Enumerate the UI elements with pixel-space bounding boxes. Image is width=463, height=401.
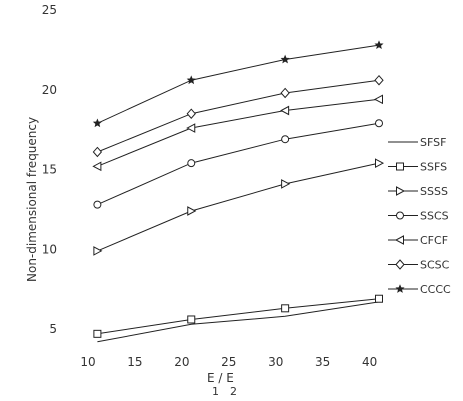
data-point-ssss-3 [375,158,385,168]
data-point-scsc-3 [374,74,384,86]
series-line-scsc [97,79,380,153]
data-point-cccc-0 [92,118,102,128]
data-point-scsc-2 [280,87,290,99]
x-tick-label-20: 20 [174,355,189,369]
data-point-ssss-1 [187,206,197,216]
x-tick-label-40: 40 [362,355,377,369]
x-tick-label-35: 35 [315,355,330,369]
data-point-ssfs-0 [93,329,102,338]
y-tick-label-5: 5 [49,322,57,336]
y-tick-label-15: 15 [42,163,57,177]
legend-marker-cfcf [394,235,404,245]
legend-label-ssss: SSSS [420,185,448,198]
data-point-ssss-2 [281,179,291,189]
x-tick-labels: 10 15 20 25 30 35 40 [80,355,377,369]
legend-label-sfsf: SFSF [420,136,446,149]
legend-marker-ssss [396,186,406,196]
y-axis-title: Non-dimensional frequency [25,117,39,282]
legend-marker-cccc [395,284,405,293]
data-point-cfcf-1 [186,123,196,133]
data-point-sscs-3 [375,119,383,128]
x-axis-title: E / E [207,371,234,385]
legend-label-cccc: CCCC [420,283,451,296]
legend-marker-ssfs [396,162,404,171]
y-tick-label-10: 10 [42,242,57,256]
legend-label-cfcf: CFCF [420,234,448,247]
y-tick-label-25: 25 [42,3,57,17]
x-tick-label-25: 25 [221,355,236,369]
legend-label-scsc: SCSC [420,259,450,272]
data-point-scsc-1 [186,108,196,119]
series-line-cccc [97,44,380,124]
y-tick-label-20: 20 [42,83,57,97]
data-point-sscs-1 [187,159,196,168]
legend-marker-scsc [395,259,405,270]
data-point-ssfs-1 [187,315,196,324]
data-point-ssfs-3 [375,294,383,303]
series-line-ssfs [97,298,380,335]
series-line-sfsf [97,301,380,343]
series-line-sscs [97,122,380,206]
data-point-cccc-3 [374,40,384,49]
data-point-ssfs-2 [281,304,290,313]
x-tick-label-10: 10 [80,355,95,369]
data-point-cccc-1 [186,75,196,85]
series-markers [92,40,385,338]
legend-label-ssfs: SSFS [420,161,447,174]
data-point-ssss-0 [93,246,103,256]
legend: SFSF SSFS SSSS SSCS CFCF SCSC CCCC [388,136,451,296]
data-point-cfcf-2 [280,105,290,116]
data-point-sscs-2 [281,135,290,144]
data-point-cccc-2 [280,54,290,64]
series-line-ssss [97,162,380,252]
x-axis-subscript-2: 2 [230,385,237,398]
y-tick-labels: 5 10 15 20 25 [42,3,57,336]
series-line-cfcf [97,98,380,167]
data-point-sscs-0 [93,200,102,209]
x-tick-label-15: 15 [127,355,142,369]
data-point-cfcf-3 [373,94,383,105]
series-lines [97,44,380,343]
data-point-scsc-0 [92,146,103,158]
legend-label-sscs: SSCS [420,210,449,223]
x-tick-label-30: 30 [268,355,283,369]
x-axis-subscript-1: 1 [212,385,219,398]
data-point-cfcf-0 [92,161,102,172]
legend-marker-sscs [396,211,404,220]
